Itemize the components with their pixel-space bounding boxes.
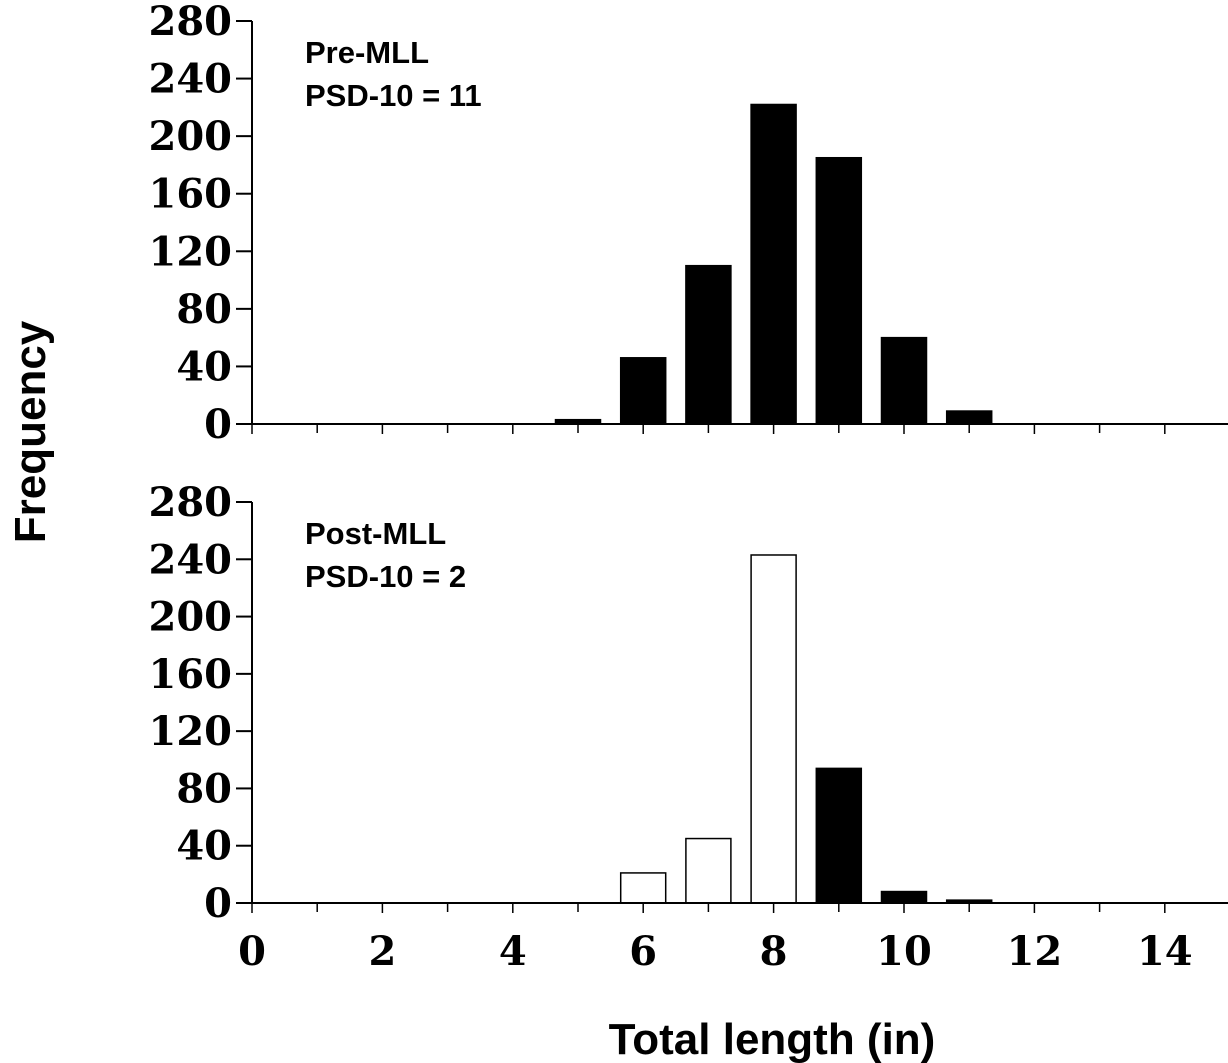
top-y-tick-label: 80	[176, 286, 232, 333]
top-y-tick-label: 280	[149, 0, 233, 45]
bottom-y-tick-label: 120	[149, 708, 233, 755]
bottom-x-tick-label: 14	[1137, 928, 1193, 975]
top-bar	[750, 103, 797, 425]
bottom-x-tick-label: 0	[238, 928, 266, 975]
top-bar	[815, 156, 863, 425]
y-axis-title: Frequency	[6, 320, 55, 543]
bottom-panel: 0 40 80 120 160 200 240 280 0 2 4 6 8 10 12 14 Post-MLL P…	[149, 479, 1228, 975]
bottom-y-tick-label: 240	[149, 536, 233, 583]
top-bar	[880, 336, 928, 425]
bottom-x-tick-label: 4	[499, 928, 527, 975]
bottom-y-tick-label: 80	[176, 765, 232, 812]
bottom-x-tick-label: 10	[876, 928, 932, 975]
bottom-y-tick-label: 280	[149, 479, 233, 526]
top-y-tick-label: 160	[149, 171, 233, 218]
bottom-x-tick-label: 6	[629, 928, 657, 975]
bottom-x-tick-label: 2	[368, 928, 396, 975]
bottom-x-tick-label: 12	[1007, 928, 1063, 975]
top-y-tick-label: 200	[149, 113, 233, 160]
top-y-tick-label: 240	[149, 56, 233, 103]
top-y-tick-label: 40	[176, 343, 232, 390]
bottom-annotation: PSD-10 = 2	[305, 559, 466, 594]
top-y-tick-label: 0	[204, 401, 232, 448]
top-y-tick-label: 120	[149, 228, 233, 275]
top-annotation: PSD-10 = 11	[305, 78, 482, 113]
bottom-annotation: Post-MLL	[305, 516, 446, 551]
bottom-y-tick-label: 160	[149, 651, 233, 698]
bottom-y-tick-label: 0	[204, 880, 232, 927]
bottom-y-tick-label: 40	[176, 823, 232, 870]
bottom-bar	[815, 767, 863, 904]
bottom-y-tick-label: 200	[149, 594, 233, 641]
bottom-x-tick-label: 8	[760, 928, 788, 975]
top-bar	[619, 357, 667, 425]
top-bar	[685, 264, 732, 425]
bottom-bar	[750, 554, 797, 904]
bottom-bar	[685, 837, 732, 904]
x-axis-title: Total length (in)	[609, 1015, 936, 1063]
bottom-bar	[880, 890, 928, 904]
top-annotation: Pre-MLL	[305, 35, 429, 70]
bottom-bar	[619, 872, 667, 904]
top-panel: 0 40 80 120 160 200 240 280 Pre-MLL PSD-10 = 11	[149, 0, 1228, 448]
top-bar	[945, 410, 993, 425]
